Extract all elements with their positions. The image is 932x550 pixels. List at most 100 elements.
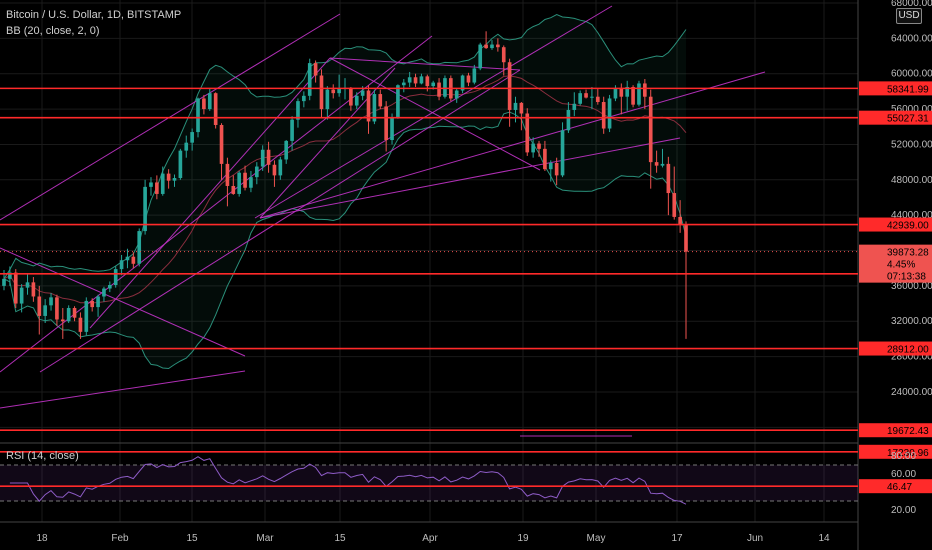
- candle-body: [25, 282, 30, 288]
- candle-body: [672, 193, 677, 217]
- bollinger-bands-legend: BB (20, close, 2, 0): [6, 25, 100, 37]
- last-price-countdown: 07:13:38: [887, 272, 926, 283]
- level-tag-text: 42939.00: [887, 221, 929, 232]
- trend-line: [329, 57, 541, 171]
- rsi-tick-label: 60.00: [891, 469, 916, 480]
- level-tag-text: 17230.96: [887, 448, 929, 459]
- candle-body: [584, 93, 588, 98]
- level-tag-background: [859, 217, 932, 232]
- candle-body: [96, 296, 100, 308]
- trend-line: [259, 67, 396, 219]
- candle-body: [302, 95, 306, 102]
- x-tick-label: Feb: [111, 533, 129, 544]
- candle-body: [472, 68, 477, 83]
- candle-body: [631, 86, 635, 105]
- candle-body: [296, 101, 300, 120]
- y-tick-label: 36000.00: [891, 281, 932, 292]
- trend-line: [89, 57, 331, 329]
- candle-body: [60, 319, 65, 322]
- trend-line: [0, 247, 246, 357]
- candle-body: [366, 90, 371, 122]
- candle-body: [613, 87, 618, 99]
- x-tick-label: 14: [818, 533, 830, 544]
- candle-body: [31, 282, 36, 297]
- level-tag-background: [859, 444, 932, 459]
- candle-body: [407, 77, 412, 83]
- candle-body: [684, 224, 688, 252]
- level-price-tag: 28912.00: [859, 341, 932, 356]
- candle-body: [43, 305, 47, 316]
- bollinger-basis: [3, 75, 687, 304]
- candle-body: [243, 172, 247, 188]
- candle-body: [325, 89, 330, 110]
- candle-body: [654, 162, 659, 166]
- candle-body: [272, 164, 277, 176]
- candle-body: [13, 272, 18, 304]
- x-tick-label: 15: [334, 533, 346, 544]
- rsi-line: [9, 456, 687, 505]
- x-tick-label: 17: [671, 533, 683, 544]
- candle-body: [537, 143, 541, 149]
- candle-body: [390, 117, 394, 141]
- rsi-tag-background: [859, 479, 932, 494]
- rsi-tick-label: 80.00: [891, 451, 916, 462]
- candle-body: [425, 76, 430, 87]
- candle-body: [372, 94, 377, 122]
- candle-body: [219, 124, 224, 164]
- candle-body: [460, 75, 465, 91]
- candle-body: [478, 44, 483, 69]
- candle-body: [178, 150, 183, 179]
- y-tick-label: 56000.00: [891, 104, 932, 115]
- y-tick-label: 32000.00: [891, 316, 932, 327]
- candle-body: [225, 163, 230, 186]
- candle-body: [2, 278, 6, 286]
- candle-body: [443, 78, 447, 97]
- candle-body: [254, 166, 259, 178]
- candle-body: [19, 287, 24, 304]
- candle-body: [660, 163, 665, 166]
- candle-body: [231, 185, 236, 194]
- y-tick-label: 28000.00: [891, 352, 932, 363]
- last-price-tag: 39873.284.45%07:13:38: [859, 244, 932, 283]
- candle-body: [513, 102, 518, 110]
- y-tick-label: 44000.00: [891, 210, 932, 221]
- candle-body: [184, 142, 189, 151]
- candle-body: [413, 77, 418, 84]
- level-price-tag: 55027.31: [859, 110, 932, 125]
- candle-body: [190, 132, 194, 143]
- candle-body: [519, 102, 524, 114]
- level-tag-background: [859, 81, 932, 96]
- candle-body: [678, 216, 682, 225]
- x-tick-label: 18: [36, 533, 48, 544]
- candle-body: [196, 98, 200, 133]
- candle-body: [119, 260, 124, 270]
- candle-body: [284, 140, 289, 160]
- last-price-tag-background: [859, 244, 932, 283]
- rsi-value-tag: 46.47: [859, 479, 932, 494]
- y-tick-label: 64000.00: [891, 33, 932, 44]
- candle-body: [496, 44, 500, 48]
- level-price-tag: 17230.96: [859, 444, 932, 459]
- candle-body: [525, 113, 530, 153]
- candle-body: [643, 83, 647, 97]
- x-tick-label: Jun: [747, 533, 763, 544]
- candle-body: [237, 172, 241, 194]
- candle-body: [466, 75, 471, 83]
- currency-button[interactable]: USD: [896, 8, 922, 24]
- trend-line: [259, 71, 766, 219]
- candle-body: [560, 130, 565, 176]
- rsi-band-fill: [0, 465, 858, 501]
- rsi-tick-label: 20.00: [891, 505, 916, 516]
- candle-body: [349, 87, 353, 106]
- candle-body: [648, 96, 653, 163]
- level-price-tag: 58341.99: [859, 81, 932, 96]
- candle-body: [484, 44, 488, 49]
- bollinger-lower-band: [3, 111, 687, 370]
- last-price-change: 4.45%: [887, 260, 915, 271]
- candle-body: [49, 297, 53, 306]
- candle-body: [401, 82, 406, 86]
- candle-body: [384, 106, 388, 141]
- candle-body: [72, 307, 77, 318]
